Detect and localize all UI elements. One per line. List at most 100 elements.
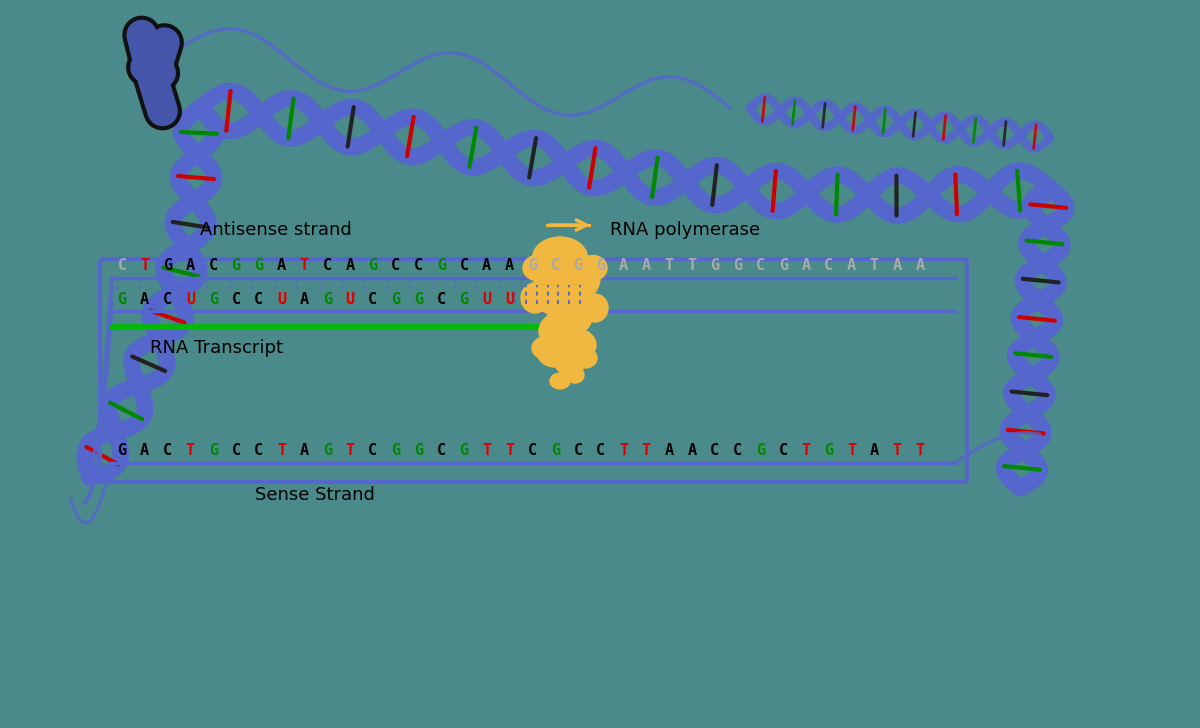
Text: C: C: [574, 443, 582, 457]
Text: C: C: [551, 258, 559, 272]
Text: C: C: [414, 258, 422, 272]
Text: C: C: [118, 258, 126, 272]
Text: C: C: [437, 443, 445, 457]
Text: C: C: [710, 443, 719, 457]
Ellipse shape: [558, 329, 596, 361]
Text: G: G: [574, 258, 582, 272]
Text: A: A: [505, 258, 514, 272]
Text: U: U: [186, 291, 194, 306]
Text: A: A: [893, 258, 901, 272]
Text: G: G: [528, 258, 536, 272]
Text: G: G: [437, 258, 445, 272]
Text: T: T: [916, 443, 924, 457]
Text: Sense Strand: Sense Strand: [254, 486, 374, 504]
Text: A: A: [186, 258, 194, 272]
Text: A: A: [642, 258, 650, 272]
Text: C: C: [460, 258, 468, 272]
Text: A: A: [300, 443, 308, 457]
Ellipse shape: [554, 351, 586, 375]
Text: G: G: [254, 258, 263, 272]
Text: G: G: [391, 291, 400, 306]
Text: C: C: [596, 443, 605, 457]
Text: T: T: [893, 443, 901, 457]
Text: T: T: [688, 258, 696, 272]
Ellipse shape: [566, 367, 584, 383]
Text: T: T: [505, 443, 514, 457]
Text: RNA polymerase: RNA polymerase: [610, 221, 760, 239]
Text: T: T: [847, 443, 856, 457]
Text: C: C: [163, 443, 172, 457]
Ellipse shape: [533, 237, 588, 279]
Text: C: C: [779, 443, 787, 457]
Text: G: G: [710, 258, 719, 272]
Text: T: T: [186, 443, 194, 457]
Text: G: G: [460, 291, 468, 306]
Text: G: G: [551, 443, 559, 457]
Text: A: A: [300, 291, 308, 306]
Text: C: C: [254, 291, 263, 306]
Text: T: T: [619, 443, 628, 457]
Text: G: G: [596, 258, 605, 272]
Text: G: G: [118, 291, 126, 306]
Text: A: A: [140, 443, 149, 457]
Text: C: C: [391, 258, 400, 272]
Text: C: C: [323, 258, 331, 272]
Text: U: U: [482, 291, 491, 306]
Text: C: C: [232, 443, 240, 457]
Text: G: G: [733, 258, 742, 272]
Text: G: G: [756, 443, 764, 457]
Text: A: A: [916, 258, 924, 272]
Text: G: G: [414, 443, 422, 457]
Text: T: T: [802, 443, 810, 457]
Ellipse shape: [521, 283, 550, 313]
Text: A: A: [619, 258, 628, 272]
Text: C: C: [528, 443, 536, 457]
Text: A: A: [277, 258, 286, 272]
Text: T: T: [665, 258, 673, 272]
Text: RNA Transcript: RNA Transcript: [150, 339, 283, 357]
Text: U: U: [277, 291, 286, 306]
Text: U: U: [346, 291, 354, 306]
Text: G: G: [824, 443, 833, 457]
Ellipse shape: [580, 256, 607, 280]
Ellipse shape: [582, 294, 608, 322]
Text: A: A: [665, 443, 673, 457]
Ellipse shape: [550, 373, 570, 389]
Text: T: T: [140, 258, 149, 272]
Text: C: C: [209, 258, 217, 272]
Text: A: A: [870, 443, 878, 457]
Text: A: A: [140, 291, 149, 306]
Text: G: G: [163, 258, 172, 272]
Text: C: C: [437, 291, 445, 306]
Text: G: G: [118, 443, 126, 457]
Text: A: A: [847, 258, 856, 272]
Text: A: A: [482, 258, 491, 272]
Text: C: C: [368, 443, 377, 457]
Ellipse shape: [550, 254, 600, 302]
Text: G: G: [323, 291, 331, 306]
Text: G: G: [391, 443, 400, 457]
Ellipse shape: [539, 313, 581, 349]
Ellipse shape: [523, 256, 551, 280]
Text: C: C: [756, 258, 764, 272]
Text: T: T: [642, 443, 650, 457]
Text: T: T: [277, 443, 286, 457]
Text: G: G: [323, 443, 331, 457]
Ellipse shape: [530, 272, 580, 314]
Text: T: T: [482, 443, 491, 457]
Text: C: C: [254, 443, 263, 457]
Text: U: U: [505, 291, 514, 306]
Text: Antisense strand: Antisense strand: [200, 221, 352, 239]
Text: G: G: [414, 291, 422, 306]
Text: C: C: [163, 291, 172, 306]
Text: C: C: [368, 291, 377, 306]
Ellipse shape: [538, 339, 572, 367]
Text: C: C: [824, 258, 833, 272]
Ellipse shape: [574, 348, 598, 368]
Text: T: T: [300, 258, 308, 272]
Text: G: G: [368, 258, 377, 272]
Ellipse shape: [532, 337, 558, 359]
Text: G: G: [209, 291, 217, 306]
Text: G: G: [779, 258, 787, 272]
Text: A: A: [802, 258, 810, 272]
